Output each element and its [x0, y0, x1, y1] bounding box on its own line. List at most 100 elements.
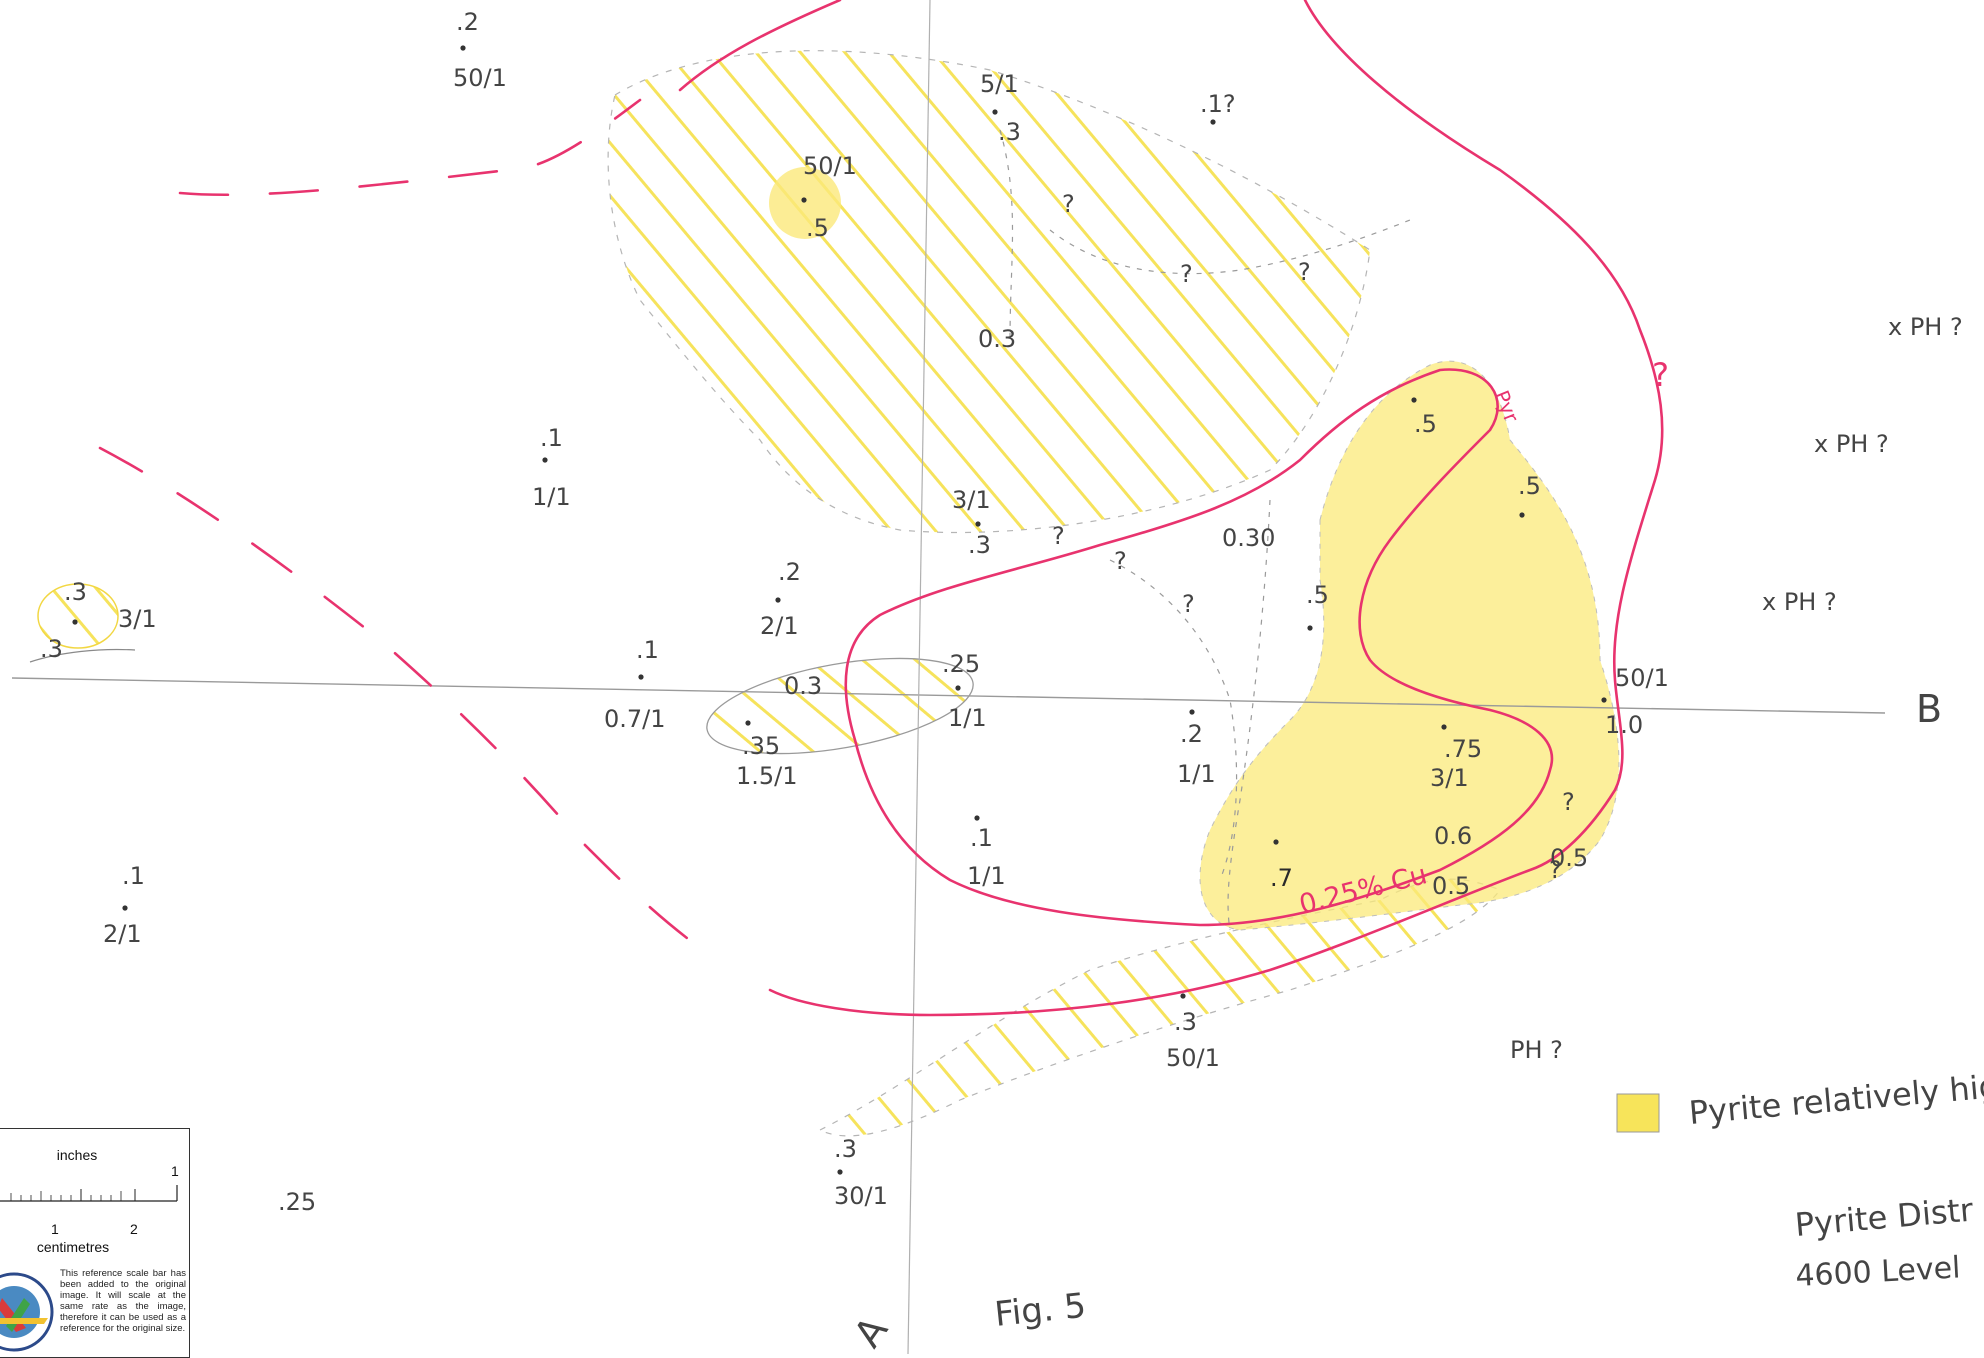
pencil-boundary-5	[29, 648, 136, 663]
ph-query: PH ?	[1510, 1036, 1563, 1064]
sample-point: .25	[278, 1188, 316, 1216]
sample-point: .1 2/1	[103, 862, 145, 948]
svg-text:.3: .3	[998, 118, 1021, 146]
pencil-boundary-4	[999, 129, 1014, 341]
svg-text:0.6: 0.6	[1434, 822, 1472, 850]
svg-text:.5: .5	[806, 214, 829, 242]
query-mark: ?	[1549, 856, 1562, 884]
svg-text:.1: .1	[122, 862, 145, 890]
inches-label: inches	[56, 1147, 98, 1163]
pencil-boundary-2	[1109, 559, 1238, 881]
svg-text:.5: .5	[1306, 581, 1329, 609]
pyrite-high-zones	[37, 50, 1620, 1137]
svg-text:0.3: 0.3	[784, 672, 822, 700]
svg-text:.3: .3	[834, 1135, 857, 1163]
pyrite-spot-top	[769, 167, 841, 239]
query-mark: ?	[1652, 356, 1669, 394]
svg-text:1/1: 1/1	[1177, 760, 1216, 788]
sample-point: .3	[40, 635, 63, 663]
svg-text:0.30: 0.30	[1222, 524, 1275, 552]
sample-point: .5	[1306, 581, 1329, 631]
svg-text:0.7/1: 0.7/1	[604, 705, 666, 733]
svg-text:0.5: 0.5	[1550, 844, 1588, 872]
svg-text:1/1: 1/1	[967, 862, 1006, 890]
pencil-boundary-3	[1227, 499, 1271, 931]
ph-query: x PH ?	[1762, 588, 1837, 616]
svg-text:.1?: .1?	[1200, 90, 1236, 118]
query-mark: ?	[1298, 258, 1311, 286]
sample-point: .3 3/1	[952, 486, 991, 559]
pyrite-zone-lower	[818, 878, 1501, 1137]
legend: Pyrite relatively high Pyrite Distr 4600…	[1616, 1065, 1984, 1294]
svg-text:.5: .5	[1414, 410, 1437, 438]
sample-point: .1 1/1	[967, 815, 1006, 890]
legend-label-pyrite: Pyrite relatively high	[1687, 1065, 1984, 1132]
svg-text:.5: .5	[1518, 472, 1541, 500]
svg-text:0.3: 0.3	[978, 325, 1016, 353]
sample-point: .25 1/1	[942, 650, 987, 732]
map-level: 4600 Level	[1795, 1250, 1962, 1294]
svg-text:.75: .75	[1444, 735, 1482, 763]
sample-point: .5	[1518, 472, 1541, 518]
svg-text:.25: .25	[278, 1188, 316, 1216]
sample-point: 0.3	[784, 672, 822, 700]
sample-point: .5 50/1	[801, 152, 857, 242]
sample-point: .2 2/1	[760, 558, 801, 640]
svg-text:2/1: 2/1	[760, 612, 799, 640]
svg-text:.25: .25	[942, 650, 980, 678]
sample-point: 1.0 50/1	[1601, 664, 1669, 739]
sample-point: .2 1/1	[1177, 709, 1216, 788]
svg-text:1.0: 1.0	[1605, 711, 1643, 739]
cm-tick-label-1: 1	[51, 1221, 59, 1237]
svg-text:3/1: 3/1	[952, 486, 991, 514]
query-mark: ?	[1180, 260, 1193, 288]
ph-query: x PH ?	[1888, 313, 1963, 341]
svg-text:.1: .1	[540, 424, 563, 452]
cu-contour-inner	[844, 368, 1554, 927]
svg-text:.1: .1	[970, 824, 993, 852]
figure-label: Fig. 5	[993, 1286, 1088, 1335]
svg-text:5/1: 5/1	[980, 70, 1019, 98]
scale-note: This reference scale bar has been added …	[60, 1268, 186, 1334]
vertical-grid-line	[907, 0, 931, 1354]
svg-text:30/1: 30/1	[834, 1182, 888, 1210]
svg-text:.35: .35	[742, 732, 780, 760]
ph-query: x PH ?	[1814, 430, 1889, 458]
query-mark: ?	[1562, 788, 1575, 816]
svg-text:50/1: 50/1	[1166, 1044, 1220, 1072]
sample-point: .3 50/1	[1166, 993, 1220, 1072]
sample-point: 0.5	[1550, 844, 1588, 872]
map-title: Pyrite Distr	[1793, 1190, 1975, 1243]
sample-point: .2 50/1	[453, 8, 507, 92]
sample-point: .3 30/1	[834, 1135, 888, 1210]
query-mark: ?	[1114, 547, 1127, 575]
section-line-ab	[11, 677, 1886, 714]
sample-annotations: .2 50/1 .3 5/1 .1? .5 50/1 0.3 .1 1/1 .3	[40, 8, 1963, 1354]
svg-text:1/1: 1/1	[532, 483, 571, 511]
svg-text:.3: .3	[1174, 1008, 1197, 1036]
svg-text:.3: .3	[968, 531, 991, 559]
sample-point: .7	[1270, 839, 1293, 892]
sample-point: .5	[1411, 397, 1437, 438]
pyrite-solid-zone	[1199, 360, 1620, 931]
sample-point: .75 3/1	[1430, 724, 1482, 792]
query-mark: ?	[1062, 190, 1075, 218]
pyrite-zone-upper	[607, 50, 1371, 534]
geological-survey-seal	[0, 1272, 54, 1352]
pyrite-spot-left	[37, 583, 119, 649]
inch-tick-label: 1	[171, 1163, 179, 1179]
svg-text:50/1: 50/1	[803, 152, 857, 180]
svg-text:50/1: 50/1	[1615, 664, 1669, 692]
centimetres-label: centimetres	[36, 1239, 110, 1255]
svg-text:.7: .7	[1270, 864, 1293, 892]
svg-text:2/1: 2/1	[103, 920, 142, 948]
svg-text:.2: .2	[1180, 720, 1203, 748]
sample-point: 0.5	[1432, 872, 1470, 900]
cu-dashed-upper	[178, 98, 642, 197]
sample-point: 0.30	[1222, 524, 1275, 552]
cm-tick-label-2: 2	[130, 1221, 138, 1237]
section-point-a: A	[845, 1309, 896, 1354]
sample-point: .1?	[1200, 90, 1236, 125]
svg-text:.1: .1	[636, 636, 659, 664]
